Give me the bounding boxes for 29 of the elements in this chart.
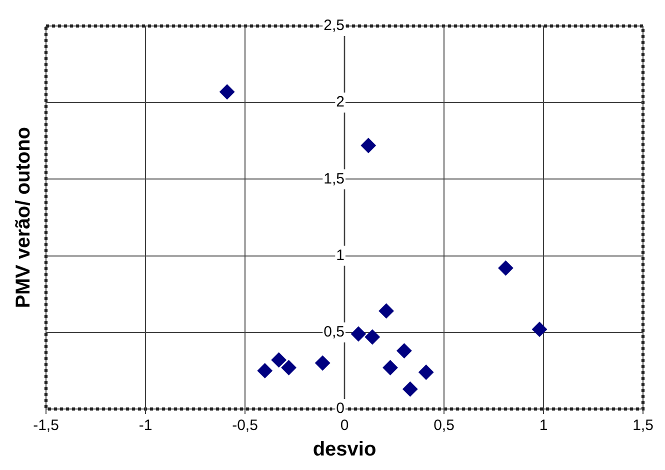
point	[418, 364, 434, 380]
point	[382, 360, 398, 376]
point	[257, 363, 272, 378]
point	[378, 303, 394, 318]
point	[532, 322, 548, 337]
y-tick-label: 2	[336, 94, 344, 111]
x-tick-label: 1	[539, 417, 548, 434]
point	[360, 138, 376, 153]
point	[498, 260, 514, 276]
y-tick-label: 0	[336, 400, 344, 418]
x-tick-label: 1,5	[632, 417, 654, 434]
x-tick-label: -1,5	[33, 417, 59, 434]
point	[271, 352, 286, 368]
point	[396, 343, 412, 358]
point	[220, 84, 235, 100]
x-tick-label: -0,5	[232, 417, 258, 434]
y-tick-label: 0,5	[324, 324, 344, 341]
point	[350, 326, 366, 342]
y-tick-label: 1,5	[324, 170, 344, 188]
x-tick-label: 0,5	[434, 417, 454, 434]
y-axis-title: PMV verão/ outono	[12, 126, 35, 308]
x-tick-label: -1	[138, 417, 152, 434]
x-axis-title: desvio	[312, 438, 376, 461]
point	[315, 356, 330, 371]
point	[402, 382, 418, 397]
y-tick-label: 2,5	[324, 17, 344, 34]
y-tick-label: 1	[336, 246, 344, 264]
point	[281, 360, 296, 376]
point	[364, 329, 380, 344]
